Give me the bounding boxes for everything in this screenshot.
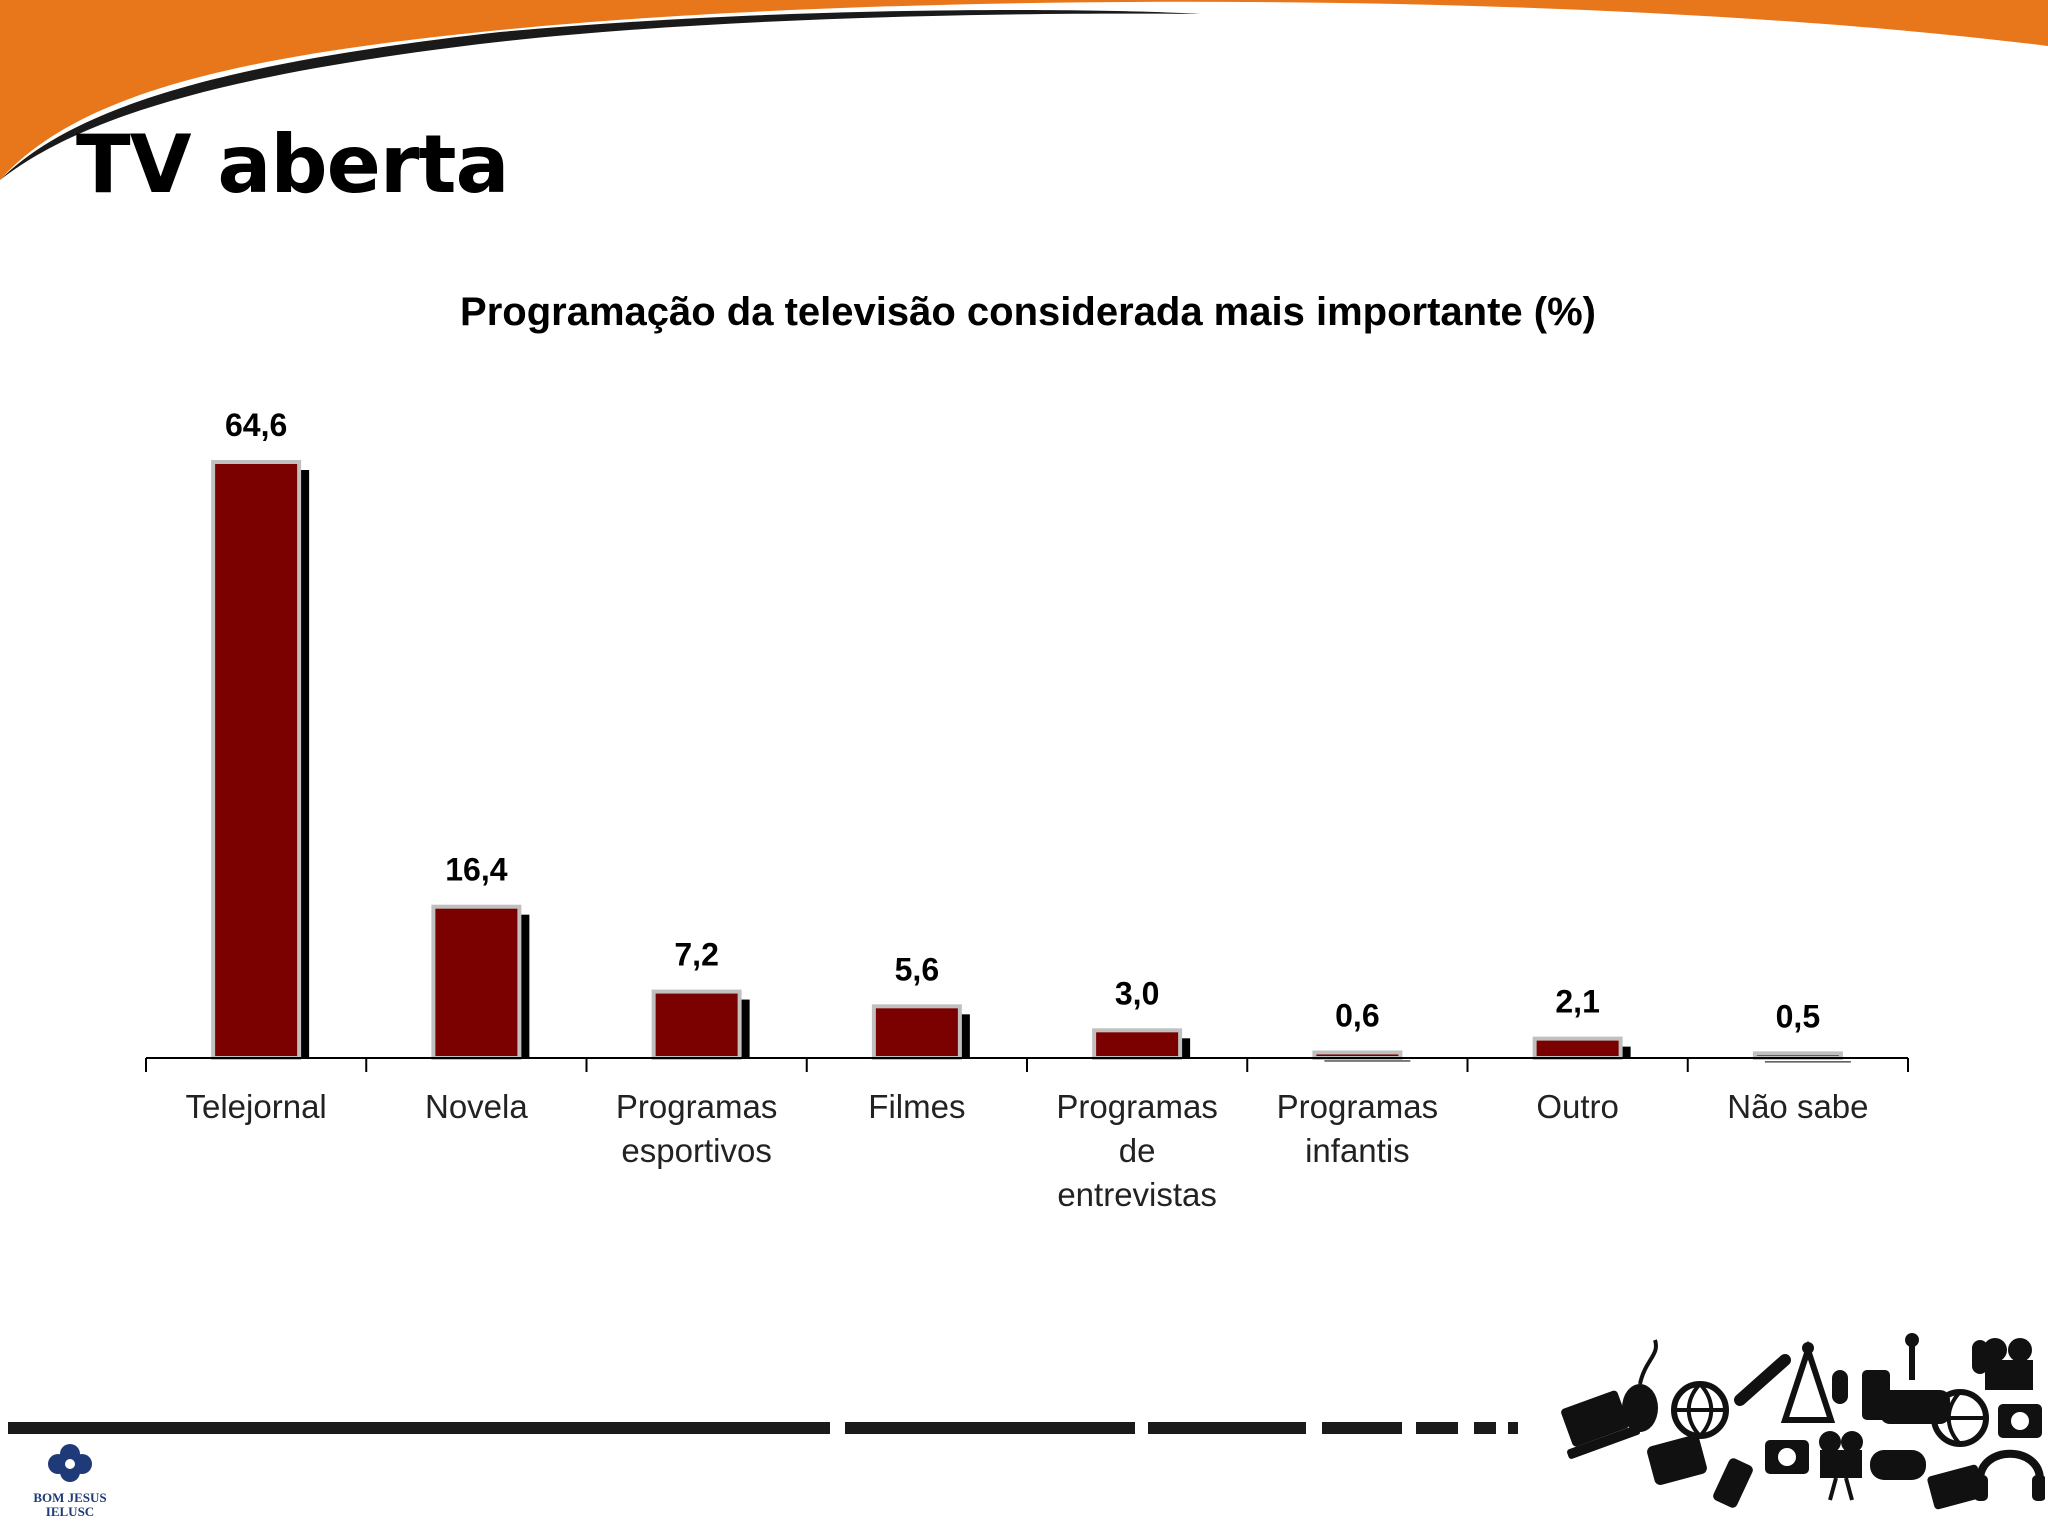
chart-labels: 64,6 Telejornal 16,4 Novela 7,2 Programas espo… — [186, 407, 1869, 1213]
data-label: 7,2 — [674, 937, 718, 973]
media-devices-collage-icon — [1561, 1333, 2045, 1510]
data-label: 0,5 — [1776, 998, 1820, 1034]
category-label: Não sabe — [1727, 1088, 1868, 1125]
chart-title: Programação da televisão considerada mai… — [460, 290, 1596, 334]
data-label: 2,1 — [1555, 984, 1599, 1020]
data-label: 0,6 — [1335, 997, 1379, 1033]
category-label: Programas — [1056, 1088, 1217, 1125]
chart-bars — [211, 460, 1851, 1063]
category-label: de — [1119, 1132, 1156, 1169]
category-label: Novela — [425, 1088, 528, 1125]
bar — [431, 904, 522, 1060]
category-label: Programas — [1277, 1088, 1438, 1125]
bar-shadow — [1324, 1060, 1411, 1062]
category-label: Telejornal — [186, 1088, 327, 1125]
bar-shadow — [1764, 1061, 1851, 1063]
slide-title: TV aberta — [76, 118, 510, 211]
category-label: Filmes — [868, 1088, 965, 1125]
bar — [1092, 1028, 1183, 1061]
bom-jesus-logo: BOM JESUS IELUSC — [30, 1440, 110, 1519]
footer-dashed-line — [8, 1422, 1518, 1434]
bar — [871, 1004, 962, 1060]
bar — [211, 460, 302, 1060]
category-label: infantis — [1305, 1132, 1410, 1169]
logo-line2: IELUSC — [45, 1504, 95, 1519]
data-label: 3,0 — [1115, 975, 1159, 1011]
bom-jesus-flower-logo-icon — [48, 1444, 92, 1482]
header-swoosh — [0, 0, 2048, 180]
category-label: esportivos — [621, 1132, 771, 1169]
x-axis — [145, 1057, 1909, 1072]
category-label: entrevistas — [1057, 1176, 1217, 1213]
category-label: Programas — [616, 1088, 777, 1125]
data-label: 5,6 — [895, 951, 939, 987]
bar — [651, 989, 742, 1060]
data-label: 16,4 — [445, 852, 507, 888]
data-label: 64,6 — [225, 407, 287, 443]
logo-line1: BOM JESUS — [33, 1490, 107, 1505]
bar-chart: Programação da televisão considerada mai… — [145, 290, 1909, 1213]
category-label: Outro — [1536, 1088, 1619, 1125]
bar — [1532, 1036, 1623, 1060]
